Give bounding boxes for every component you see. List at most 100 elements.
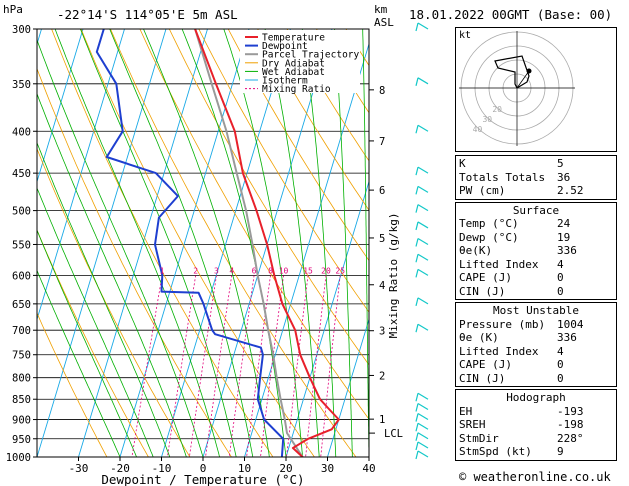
mixing-ratio-label: 3 bbox=[214, 266, 219, 275]
dry-adiabat-line bbox=[286, 29, 369, 162]
legend-entry: Parcel Trajectory bbox=[262, 50, 360, 61]
km-tick-label: 5 bbox=[379, 233, 385, 245]
temp-tick-label: 10 bbox=[238, 462, 251, 475]
wind-barb-flag bbox=[415, 125, 419, 134]
most-unstable-title: Most Unstable bbox=[492, 304, 580, 317]
wind-barb bbox=[415, 77, 429, 86]
dry-adiabat-line bbox=[37, 229, 149, 457]
km-label: km bbox=[374, 3, 388, 16]
isotherm-line bbox=[244, 42, 369, 457]
row-value: 336 bbox=[557, 244, 577, 257]
wind-barb bbox=[415, 166, 429, 176]
mixing-ratio-label: 8 bbox=[268, 266, 273, 275]
wind-barb-shaft bbox=[417, 323, 429, 331]
wet-adiabat-line bbox=[264, 29, 320, 457]
row-value: 0 bbox=[557, 358, 564, 371]
hodograph-ring-label: 20 bbox=[492, 105, 502, 114]
legend-entry: Temperature bbox=[262, 33, 325, 44]
wind-barb bbox=[415, 124, 429, 134]
pressure-tick-label: 800 bbox=[12, 373, 31, 385]
mixing-ratio-line bbox=[205, 275, 233, 457]
row-label: Dewp (°C) bbox=[459, 230, 519, 244]
pressure-tick-label: 650 bbox=[12, 299, 31, 311]
row-value: 4 bbox=[557, 344, 564, 358]
row-label: CIN (J) bbox=[459, 371, 506, 385]
temp-tick-label: 0 bbox=[200, 462, 207, 475]
hodograph-trace bbox=[494, 55, 530, 89]
km-tick-label: 2 bbox=[379, 370, 385, 382]
wind-barb-flag bbox=[415, 393, 419, 402]
wind-barb-shaft bbox=[417, 422, 429, 430]
pressure-tick-label: 1000 bbox=[6, 452, 31, 464]
km-tick-label: 3 bbox=[379, 326, 385, 338]
row-label: CAPE (J) bbox=[459, 358, 512, 371]
isotherm-line bbox=[37, 29, 167, 457]
isotherm-line bbox=[78, 29, 208, 457]
wind-barb-shaft bbox=[417, 441, 429, 449]
row-label: Lifted Index bbox=[459, 344, 539, 358]
pressure-tick-label: 350 bbox=[12, 79, 31, 91]
table-row: CIN (J) 0 bbox=[459, 285, 613, 299]
pressure-tick-label: 600 bbox=[12, 270, 31, 282]
temp-tick-label: 30 bbox=[321, 462, 334, 475]
pressure-tick-label: 550 bbox=[12, 239, 31, 251]
km-tick-label: 1 bbox=[379, 414, 385, 426]
pressure-tick-label: 900 bbox=[12, 415, 31, 427]
wind-barb-shaft bbox=[417, 22, 429, 30]
pressure-tick-label: 450 bbox=[12, 168, 31, 180]
mixing-ratio-line bbox=[286, 275, 309, 457]
isotherm-line bbox=[37, 29, 84, 184]
wind-barb-flag bbox=[415, 269, 419, 278]
hodograph-stats-box: Hodograph EH -193 SREH -198 StmDir 228° StmSpd… bbox=[455, 389, 617, 461]
table-row: θe (K) 336 bbox=[459, 331, 613, 345]
hodograph-kt-label: kt bbox=[459, 30, 471, 41]
hodograph-ring-label: 30 bbox=[482, 115, 492, 124]
basic-indices-box: K 5 Totals Totals 36 PW (cm) 2.52 bbox=[455, 155, 617, 200]
mixing-ratio-label: 20 bbox=[321, 266, 331, 275]
km-tick-label: 6 bbox=[379, 185, 385, 197]
pressure-tick-label: 950 bbox=[12, 434, 31, 446]
wind-barb-shaft bbox=[417, 237, 429, 245]
row-label: StmDir bbox=[459, 431, 499, 445]
wind-barb bbox=[415, 432, 429, 441]
wind-barb-shaft bbox=[417, 124, 429, 132]
wind-barb bbox=[415, 403, 429, 412]
temp-tick-label: 20 bbox=[279, 462, 292, 475]
row-label: CIN (J) bbox=[459, 284, 506, 298]
mixing-ratio-line bbox=[189, 275, 217, 457]
x-axis-label: Dewpoint / Temperature (°C) bbox=[101, 472, 304, 486]
wet-adiabat-line bbox=[109, 29, 254, 457]
temp-tick-label: -10 bbox=[152, 462, 172, 475]
wet-adiabat-line bbox=[362, 29, 369, 457]
pressure-tick-label: 750 bbox=[12, 350, 31, 362]
wind-barb-flag bbox=[415, 254, 419, 263]
wind-barb-flag bbox=[415, 432, 419, 441]
row-label: StmSpd (kt) bbox=[459, 445, 532, 458]
wind-barbs bbox=[415, 22, 429, 460]
legend-entry: Mixing Ratio bbox=[262, 84, 331, 95]
table-row: CAPE (J) 0 bbox=[459, 271, 613, 285]
table-row: Totals Totals 36 bbox=[459, 171, 613, 185]
mixing-ratio-line bbox=[131, 275, 163, 457]
mixing-ratio-label: 2 bbox=[193, 266, 198, 275]
table-row: Lifted Index 4 bbox=[459, 258, 613, 272]
pressure-tick-label: 850 bbox=[12, 394, 31, 406]
lcl-label: LCL bbox=[384, 428, 403, 440]
km-tick-label: 8 bbox=[379, 85, 385, 97]
km-tick-label: 7 bbox=[379, 136, 385, 148]
wind-barb-shaft bbox=[417, 185, 429, 193]
wind-barb-flag bbox=[415, 423, 419, 432]
surface-box: Surface Temp (°C) 24 Dewp (°C) 19 θe(K) 336 Li… bbox=[455, 201, 617, 300]
wet-adiabat-line bbox=[37, 269, 121, 457]
wind-barb bbox=[415, 413, 429, 422]
wind-barb-shaft bbox=[417, 403, 429, 411]
wind-barb-flag bbox=[415, 297, 419, 307]
wind-barb bbox=[415, 323, 429, 333]
row-label: PW (cm) bbox=[459, 184, 506, 197]
row-label: Temp (°C) bbox=[459, 217, 519, 230]
pressure-tick-label: 700 bbox=[12, 325, 31, 337]
dry-adiabat-line bbox=[110, 29, 357, 457]
